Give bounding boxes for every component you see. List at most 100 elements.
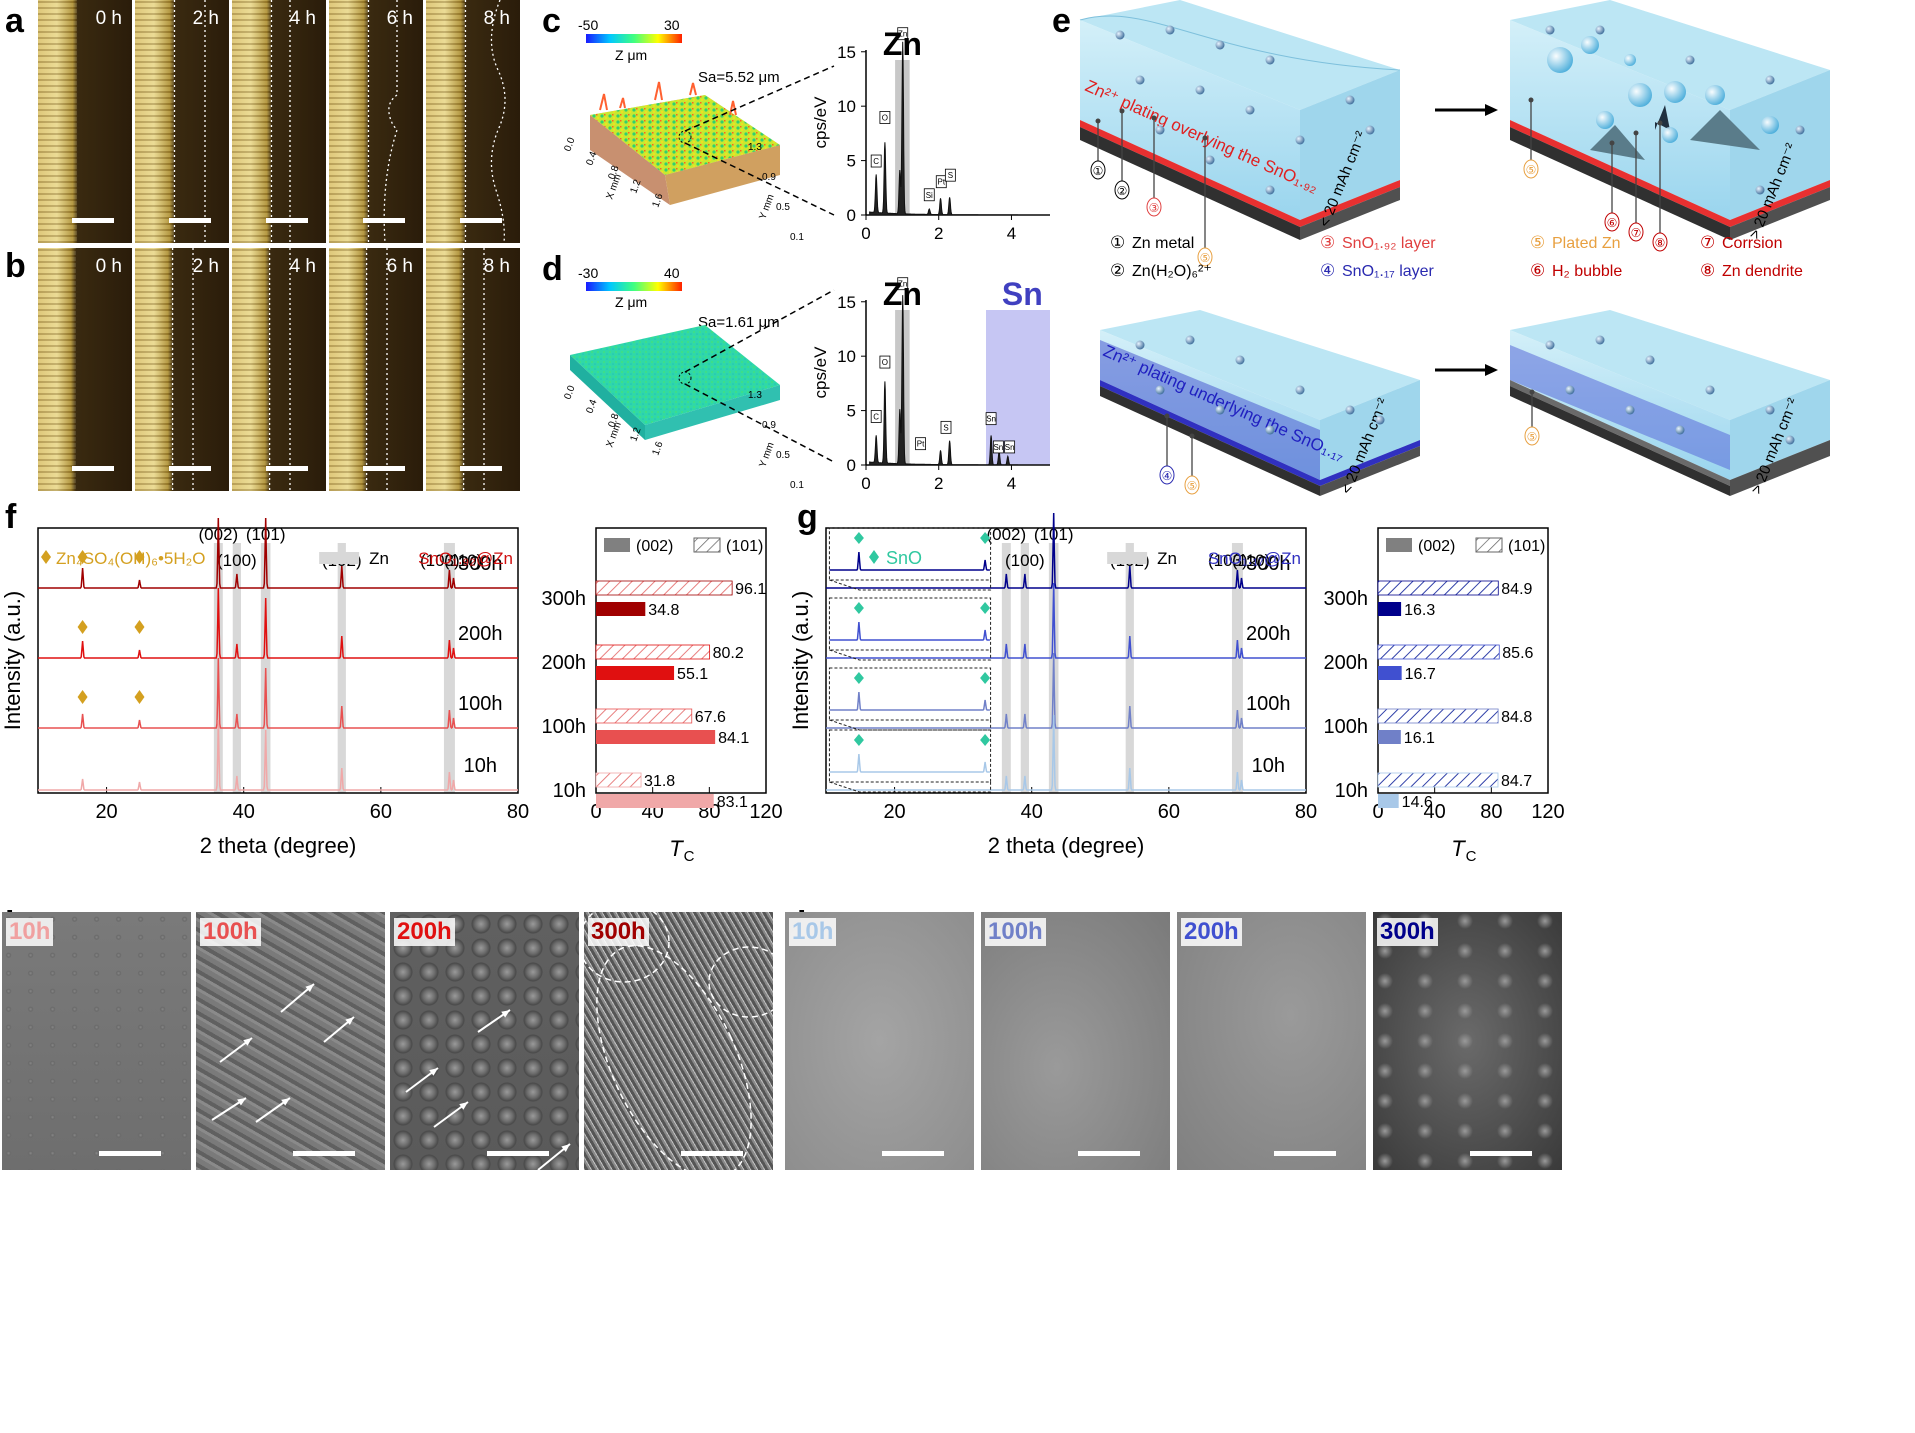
- tc-x-tick: 0: [590, 801, 601, 823]
- sem-time-label: 100h: [985, 918, 1046, 946]
- e-legend-text: Corrsion: [1722, 235, 1782, 252]
- xrd-peak-label: (103): [420, 551, 460, 570]
- tc-category-label: 100h: [1324, 716, 1369, 738]
- micrograph-time-label: 6 h: [386, 8, 413, 29]
- sem-i-300h: 300h: [1373, 912, 1562, 1170]
- eds-peak-label: S: [948, 171, 953, 180]
- tc-category-label: 200h: [542, 652, 587, 674]
- 3d-y-axis-label: Y mm: [757, 441, 776, 469]
- tc-value-002: 55.1: [677, 666, 708, 683]
- eds-y-tick: 5: [847, 402, 856, 421]
- xrd-trace-label: 10h: [464, 755, 497, 777]
- xrd-x-tick: 20: [95, 801, 117, 823]
- xrd-trace: [826, 652, 1306, 729]
- tc-category-label: 200h: [1324, 652, 1369, 674]
- xrd-trace: [38, 587, 518, 659]
- scale-bar: [1470, 1151, 1532, 1156]
- e-callout: ③: [1149, 201, 1160, 215]
- eds-y-tick: 10: [837, 97, 856, 116]
- micrograph-boundary-lines: [268, 248, 291, 491]
- eds-x-tick: 4: [1007, 474, 1016, 493]
- micrograph-a-1: 2 h: [135, 0, 229, 243]
- xrd-x-tick: 80: [507, 801, 529, 823]
- scale-bar: [169, 218, 211, 223]
- d-sa-label: Sa=1.61 μm: [698, 314, 780, 331]
- tc-value-002: 83.1: [717, 794, 748, 811]
- eds-x-tick: 2: [934, 474, 943, 493]
- e-callout: ⑥: [1607, 216, 1618, 230]
- eds-title-zn: Zn: [883, 26, 922, 62]
- tc-x-label-sub: C: [684, 848, 695, 865]
- e-legend-text: Plated Zn: [1552, 235, 1620, 252]
- xrd-trace-label: 300h: [458, 553, 503, 575]
- xrd-x-label: 2 theta (degree): [988, 833, 1145, 858]
- xrd-chart-f: 20 40 60 80 2 theta (degree) Intensity (a.u.)…: [0, 517, 529, 858]
- scale-bar: [460, 218, 502, 223]
- c-3d-surface: [590, 65, 835, 216]
- eds-y-tick: 10: [837, 347, 856, 366]
- e-legend-number: ①: [1110, 233, 1125, 252]
- eds-y-tick: 15: [837, 43, 856, 62]
- xrd-x-tick: 20: [883, 801, 905, 823]
- eds-peak-label: Zn: [898, 280, 907, 289]
- sem-h-10h: 10h: [2, 912, 191, 1170]
- scale-bar: [681, 1151, 743, 1156]
- sem-i-100h: 100h: [981, 912, 1170, 1170]
- scale-bar: [266, 466, 308, 471]
- tc-x-tick: 120: [749, 801, 782, 823]
- eds-peak-label: O: [882, 358, 888, 367]
- sem-annotations: [211, 983, 355, 1123]
- xrd-legend-zn: Zn: [369, 549, 389, 568]
- panel-fg-charts: 20 40 60 80 2 theta (degree) Intensity (a.u.)…: [0, 512, 1565, 865]
- e-legend-text: SnO₁.₁₇ layer: [1342, 263, 1435, 280]
- micrograph-time-label: 6 h: [386, 256, 413, 277]
- 3d-y-tick: 1.3: [748, 142, 762, 153]
- e-legend-number: ④: [1320, 261, 1335, 280]
- scale-bar: [266, 218, 308, 223]
- tc-value-002: 16.1: [1404, 730, 1435, 747]
- c-colorbar-min: -50: [578, 17, 598, 33]
- micrograph-boundary-lines: [462, 248, 485, 491]
- tc-bar-002: [596, 666, 675, 680]
- e-block-top-left: Zn²⁺ plating overlying the SnO₁.₉₂ < 20 …: [1079, 0, 1401, 240]
- eds-title-zn: Zn: [883, 276, 922, 312]
- tc-legend-002: (002): [636, 538, 673, 555]
- tc-value-101: 67.6: [695, 709, 726, 726]
- panel-letter-c: c: [542, 2, 561, 40]
- micrograph-time-label: 4 h: [289, 8, 316, 29]
- 3d-x-tick: 1.2: [628, 426, 643, 443]
- sem-time-label: 10h: [6, 918, 54, 946]
- micrograph-time-label: 4 h: [289, 256, 316, 277]
- tc-bar-002: [596, 730, 716, 744]
- 3d-y-tick: 0.9: [762, 172, 776, 183]
- eds-peak-label: Pt: [917, 440, 925, 449]
- scale-bar: [882, 1151, 944, 1156]
- tc-x-tick: 0: [1372, 801, 1383, 823]
- sem-time-label: 200h: [1181, 918, 1242, 946]
- 3d-y-tick: 0.9: [762, 420, 776, 431]
- eds-peak-label: C: [873, 157, 879, 166]
- c-colorbar: [586, 34, 682, 43]
- 3d-x-tick: 0.0: [562, 384, 577, 401]
- e-block-bottom-right: > 20 mAh cm⁻²: [1510, 310, 1830, 496]
- tc-category-label: 100h: [542, 716, 587, 738]
- tc-bar-101: [595, 772, 642, 788]
- e-zn-ions: [1115, 25, 1805, 445]
- eds-x-tick: 4: [1007, 224, 1016, 243]
- tc-bar-002: [596, 602, 646, 616]
- tc-x-tick: 40: [1424, 801, 1446, 823]
- sem-i-10h: 10h: [785, 912, 974, 1170]
- xrd-trace: [38, 657, 518, 729]
- panel-letter-d: d: [542, 250, 563, 288]
- xrd-trace-label: 300h: [1246, 553, 1291, 575]
- eds-peak-label: Sn: [986, 415, 996, 424]
- tc-value-101: 80.2: [713, 645, 744, 662]
- panel-letter-e: e: [1052, 2, 1071, 40]
- 3d-x-tick: 1.6: [650, 192, 665, 209]
- micrograph-time-label: 2 h: [192, 256, 219, 277]
- eds-peak-label: C: [873, 412, 879, 421]
- xrd-x-tick: 80: [1295, 801, 1317, 823]
- 3d-y-axis-label: Y mm: [757, 193, 776, 221]
